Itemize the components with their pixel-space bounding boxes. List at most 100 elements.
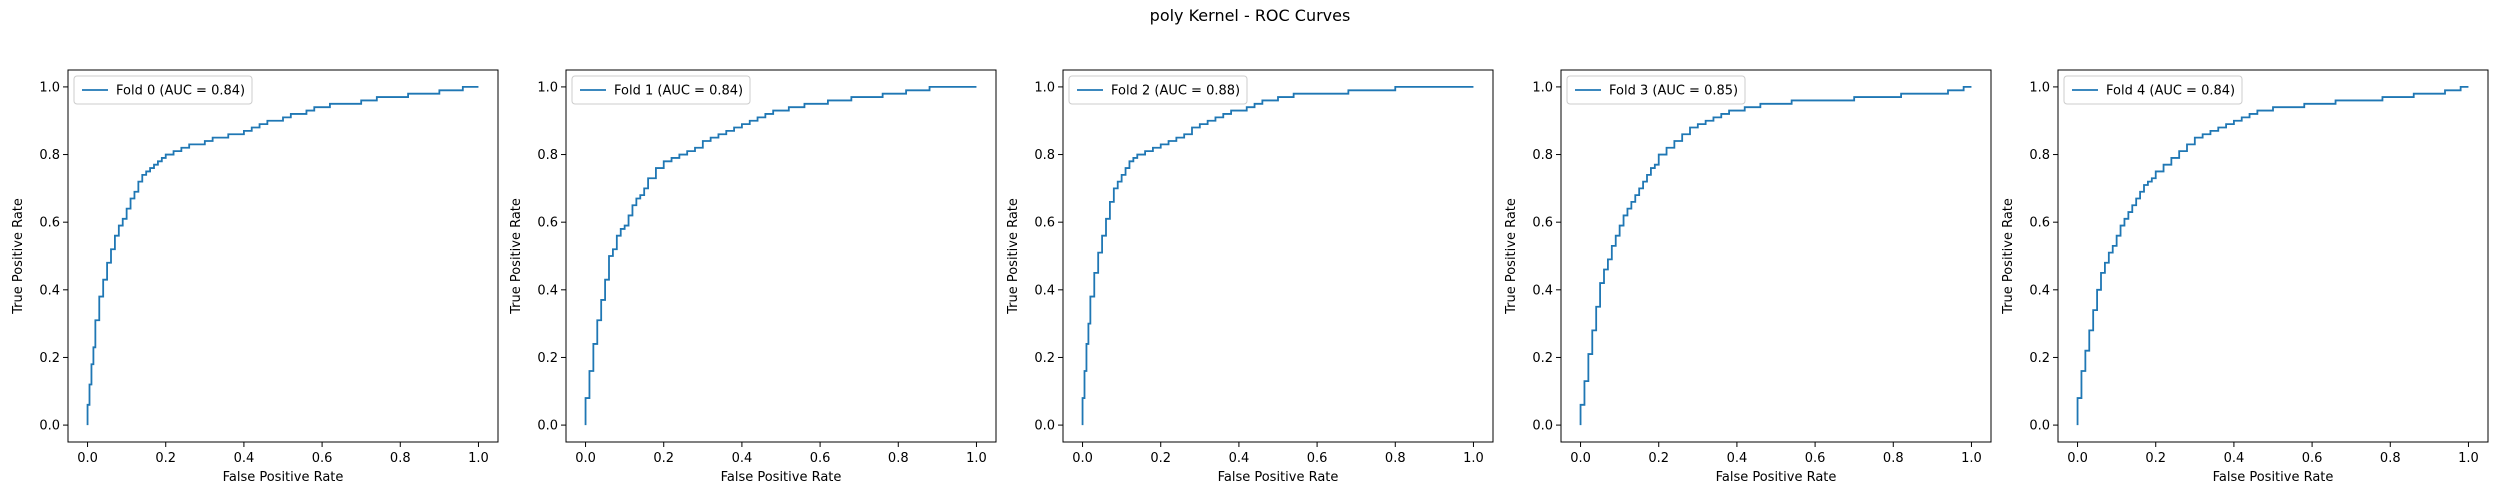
y-tick-label: 0.8: [537, 148, 558, 163]
x-tick-label: 0.8: [1883, 451, 1904, 466]
y-tick-label: 0.0: [2029, 419, 2050, 434]
x-tick-label: 1.0: [468, 451, 489, 466]
x-tick-label: 0.8: [390, 451, 411, 466]
x-tick-label: 0.2: [1150, 451, 1171, 466]
figure-title: poly Kernel - ROC Curves: [1150, 6, 1351, 25]
y-tick-label: 0.0: [537, 419, 558, 434]
y-tick-label: 0.6: [537, 216, 558, 231]
legend-box: [1068, 75, 1248, 105]
y-tick-label: 1.0: [1034, 80, 1055, 95]
legend-label: Fold 0 (AUC = 0.84): [116, 84, 245, 99]
x-tick-label: 0.4: [2224, 451, 2245, 466]
y-tick-label: 0.4: [537, 283, 558, 298]
y-tick-label: 0.8: [2029, 148, 2050, 163]
y-tick-label: 0.0: [1532, 419, 1553, 434]
x-tick-label: 0.4: [1229, 451, 1250, 466]
y-tick-label: 0.2: [2029, 351, 2050, 366]
y-tick-label: 0.8: [1034, 148, 1055, 163]
y-axis-label: True Positive Rate: [509, 198, 524, 315]
y-tick-label: 0.4: [39, 283, 60, 298]
y-tick-label: 1.0: [39, 80, 60, 95]
legend: Fold 4 (AUC = 0.84): [2063, 75, 2243, 105]
x-axis-label: False Positive Rate: [1218, 470, 1339, 485]
x-tick-label: 0.0: [1570, 451, 1591, 466]
subplot-grid: 0.0 0.2 0.4 0.6 0.8 1.0 0.0 0.2 0.4 0.6 0.8 1.0 Fals…: [11, 69, 2489, 485]
legend-box: [73, 75, 253, 105]
legend: Fold 3 (AUC = 0.85): [1566, 75, 1746, 105]
x-tick-label: 0.0: [575, 451, 596, 466]
x-axis-label: False Positive Rate: [721, 470, 842, 485]
y-tick-label: 0.2: [537, 351, 558, 366]
y-tick-label: 0.4: [1532, 283, 1553, 298]
roc-curve-line: [2076, 86, 2469, 426]
axes-frame: [1560, 69, 1992, 443]
x-tick-label: 0.2: [2145, 451, 2166, 466]
y-tick-label: 0.2: [39, 351, 60, 366]
y-axis-label: True Positive Rate: [11, 198, 26, 315]
y-tick-label: 0.2: [1034, 351, 1055, 366]
roc-panel-fold-4: 0.0 0.2 0.4 0.6 0.8 1.0 0.0 0.2 0.4 0.6 0.8 1.0 Fals…: [2001, 69, 2489, 485]
axes-frame: [67, 69, 499, 443]
x-tick-label: 0.2: [1648, 451, 1669, 466]
y-tick-label: 0.2: [1532, 351, 1553, 366]
x-tick-label: 0.6: [2302, 451, 2323, 466]
x-tick-label: 0.4: [234, 451, 255, 466]
legend: Fold 0 (AUC = 0.84): [73, 75, 253, 105]
y-axis-label: True Positive Rate: [2001, 198, 2016, 315]
x-tick-label: 1.0: [2458, 451, 2479, 466]
y-tick-label: 0.8: [39, 148, 60, 163]
x-tick-label: 0.4: [732, 451, 753, 466]
y-tick-label: 0.6: [1034, 216, 1055, 231]
x-tick-label: 1.0: [1961, 451, 1982, 466]
x-tick-label: 0.0: [2067, 451, 2088, 466]
roc-panel-fold-0: 0.0 0.2 0.4 0.6 0.8 1.0 0.0 0.2 0.4 0.6 0.8 1.0 Fals…: [11, 69, 499, 485]
x-tick-label: 0.4: [1727, 451, 1748, 466]
x-axis-label: False Positive Rate: [223, 470, 344, 485]
y-tick-label: 1.0: [1532, 80, 1553, 95]
x-tick-label: 0.6: [312, 451, 333, 466]
roc-panel-fold-3: 0.0 0.2 0.4 0.6 0.8 1.0 0.0 0.2 0.4 0.6 0.8 1.0 Fals…: [1504, 69, 1992, 485]
x-tick-label: 0.0: [1072, 451, 1093, 466]
legend-label: Fold 1 (AUC = 0.84): [614, 84, 743, 99]
legend-box: [1566, 75, 1746, 105]
legend: Fold 1 (AUC = 0.84): [571, 75, 751, 105]
axes-frame: [1062, 69, 1494, 443]
x-tick-label: 0.8: [1385, 451, 1406, 466]
roc-curve-line: [1579, 86, 1972, 426]
roc-panel-fold-1: 0.0 0.2 0.4 0.6 0.8 1.0 0.0 0.2 0.4 0.6 0.8 1.0 Fals…: [509, 69, 997, 485]
x-tick-label: 0.8: [888, 451, 909, 466]
y-tick-label: 0.6: [2029, 216, 2050, 231]
x-tick-label: 0.0: [77, 451, 98, 466]
x-tick-label: 0.6: [810, 451, 831, 466]
legend-label: Fold 3 (AUC = 0.85): [1609, 84, 1738, 99]
x-tick-label: 1.0: [966, 451, 987, 466]
roc-curve-line: [86, 86, 479, 426]
roc-panel-fold-2: 0.0 0.2 0.4 0.6 0.8 1.0 0.0 0.2 0.4 0.6 0.8 1.0 Fals…: [1006, 69, 1494, 485]
y-tick-label: 1.0: [537, 80, 558, 95]
y-tick-label: 0.6: [1532, 216, 1553, 231]
legend: Fold 2 (AUC = 0.88): [1068, 75, 1248, 105]
x-tick-label: 0.2: [653, 451, 674, 466]
x-tick-label: 0.6: [1307, 451, 1328, 466]
y-tick-label: 0.4: [2029, 283, 2050, 298]
axes-frame: [2057, 69, 2489, 443]
y-tick-label: 0.0: [1034, 419, 1055, 434]
y-tick-label: 0.8: [1532, 148, 1553, 163]
x-tick-label: 0.6: [1805, 451, 1826, 466]
axes-frame: [565, 69, 997, 443]
y-tick-label: 0.4: [1034, 283, 1055, 298]
y-tick-label: 0.6: [39, 216, 60, 231]
y-tick-label: 0.0: [39, 419, 60, 434]
legend-label: Fold 4 (AUC = 0.84): [2106, 84, 2235, 99]
x-tick-label: 0.2: [155, 451, 176, 466]
x-axis-label: False Positive Rate: [2213, 470, 2334, 485]
y-axis-label: True Positive Rate: [1006, 198, 1021, 315]
legend-box: [571, 75, 751, 105]
x-tick-label: 1.0: [1463, 451, 1484, 466]
x-axis-label: False Positive Rate: [1716, 470, 1837, 485]
legend-label: Fold 2 (AUC = 0.88): [1111, 84, 1240, 99]
y-tick-label: 1.0: [2029, 80, 2050, 95]
roc-curve-line: [1081, 86, 1474, 426]
y-axis-label: True Positive Rate: [1504, 198, 1519, 315]
